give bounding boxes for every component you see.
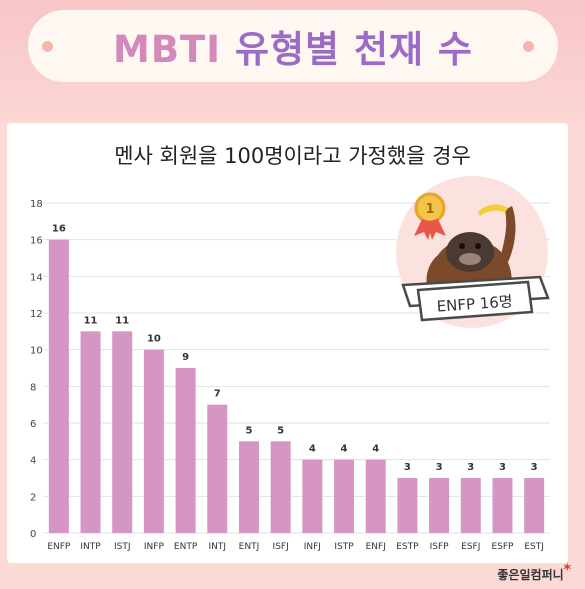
orangutan-mouth xyxy=(459,253,481,265)
y-tick-label: 8 xyxy=(30,382,36,393)
y-tick-label: 14 xyxy=(30,272,43,283)
bar-intp xyxy=(80,331,101,533)
x-tick-label-enfp: ENFP xyxy=(47,542,71,552)
x-tick-label-isfj: ISFJ xyxy=(273,542,289,552)
banana-icon xyxy=(478,204,508,216)
x-tick-label-istj: ISTJ xyxy=(114,542,131,552)
value-label-istj: 11 xyxy=(115,315,129,326)
value-label-isfp: 3 xyxy=(436,462,443,473)
chart-bars xyxy=(48,239,545,533)
page-title-accent: MBTI xyxy=(113,28,222,71)
bar-istp xyxy=(334,459,355,533)
ranking-badge: 1 ENFP 16명 xyxy=(396,176,550,328)
bar-intj xyxy=(207,404,228,533)
x-tick-label-istp: ISTP xyxy=(334,542,354,552)
bar-infp xyxy=(143,349,164,533)
bar-esfp xyxy=(492,478,513,533)
y-tick-label: 18 xyxy=(30,199,43,210)
brand-name: 좋은일컴퍼니 xyxy=(497,568,564,582)
page-title: MBTI 유형별 천재 수 xyxy=(113,19,473,73)
bar-infj xyxy=(302,459,323,533)
x-tick-label-estp: ESTP xyxy=(396,542,419,552)
value-label-enfp: 16 xyxy=(52,224,66,235)
y-tick-label: 4 xyxy=(30,456,36,467)
medal-number: 1 xyxy=(425,202,434,217)
y-tick-label: 12 xyxy=(30,309,43,320)
y-tick-label: 16 xyxy=(30,236,43,247)
x-tick-label-infj: INFJ xyxy=(304,542,321,552)
value-label-entj: 5 xyxy=(245,425,252,436)
value-label-esfp: 3 xyxy=(499,462,506,473)
x-tick-label-intp: INTP xyxy=(80,542,101,552)
bar-istj xyxy=(112,331,133,533)
brand-star-icon: * xyxy=(563,562,571,578)
badge-ribbon xyxy=(416,280,534,322)
x-tick-label-entp: ENTP xyxy=(174,542,198,552)
orangutan-raised-arm-icon xyxy=(500,206,516,262)
value-label-isfj: 5 xyxy=(277,425,284,436)
bar-enfp xyxy=(48,239,69,533)
bar-esfj xyxy=(460,478,481,533)
badge-ribbon-text: ENFP 16명 xyxy=(436,292,513,315)
orangutan-eye-right xyxy=(475,243,481,249)
x-tick-label-enfj: ENFJ xyxy=(366,542,386,552)
bar-entp xyxy=(175,368,196,533)
y-tick-label: 2 xyxy=(30,492,36,503)
chart-value-labels: 16 11 11 10 9 7 5 5 4 4 4 3 3 3 3 3 xyxy=(52,224,538,473)
y-tick-label: 10 xyxy=(30,346,43,357)
x-tick-label-intj: INTJ xyxy=(209,542,227,552)
value-label-estj: 3 xyxy=(531,462,538,473)
value-label-intj: 7 xyxy=(214,389,221,400)
bar-entj xyxy=(238,441,259,533)
value-label-entp: 9 xyxy=(182,352,189,363)
bar-enfj xyxy=(365,459,386,533)
bar-estj xyxy=(524,478,545,533)
value-label-estp: 3 xyxy=(404,462,411,473)
x-tick-label-esfj: ESFJ xyxy=(461,542,480,552)
value-label-infp: 10 xyxy=(147,334,161,345)
bar-isfp xyxy=(429,478,450,533)
value-label-esfj: 3 xyxy=(467,462,474,473)
y-tick-label: 6 xyxy=(30,419,36,430)
title-banner: MBTI 유형별 천재 수 xyxy=(28,10,558,82)
value-label-infj: 4 xyxy=(309,444,316,455)
medal-ribbon-right-icon xyxy=(427,219,446,240)
x-tick-label-esfp: ESFP xyxy=(491,542,514,552)
decor-dot-right xyxy=(523,41,534,52)
x-tick-label-entj: ENTJ xyxy=(239,542,260,552)
y-tick-label: 0 xyxy=(30,529,36,540)
value-label-intp: 11 xyxy=(84,315,98,326)
value-label-istp: 4 xyxy=(341,444,348,455)
brand-logo: 좋은일컴퍼니* xyxy=(497,562,571,583)
chart-y-tick-labels: 0 2 4 6 8 10 12 14 16 18 xyxy=(30,199,43,540)
x-tick-label-estj: ESTJ xyxy=(524,542,544,552)
bar-estp xyxy=(397,478,418,533)
chart-x-tick-labels: ENFP INTP ISTJ INFP ENTP INTJ ENTJ ISFJ INFJ ISTP… xyxy=(47,542,544,552)
x-tick-label-infp: INFP xyxy=(144,542,165,552)
x-tick-label-isfp: ISFP xyxy=(430,542,450,552)
value-label-enfj: 4 xyxy=(372,444,379,455)
chart-subtitle: 멘사 회원을 100명이라고 가정했을 경우 xyxy=(114,144,471,168)
decor-dot-left xyxy=(42,41,53,52)
orangutan-eye-left xyxy=(459,243,465,249)
page-title-rest: 유형별 천재 수 xyxy=(221,28,473,71)
bar-isfj xyxy=(270,441,291,533)
orangutan-face-icon xyxy=(446,232,494,272)
